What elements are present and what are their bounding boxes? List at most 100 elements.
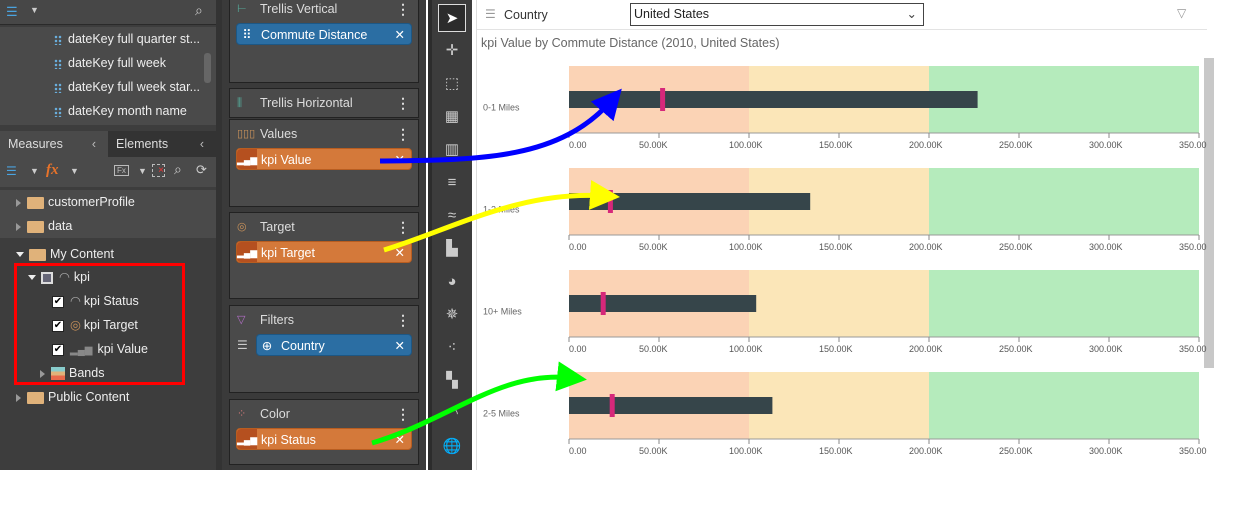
crosshair-select-icon[interactable]: ✛ — [445, 42, 459, 59]
pill-kpi-status[interactable]: ▂▄▆ kpi Status ✕ — [236, 428, 412, 450]
tree-folder-public-content[interactable]: Public Content — [16, 385, 129, 409]
tree-view-icon[interactable]: ☰ — [6, 164, 17, 178]
bar-chart-icon[interactable]: ≡ — [447, 174, 457, 191]
chevron-left-icon[interactable]: ‹ — [91, 137, 96, 151]
tree-item-kpi-value[interactable]: ✔ ▂▄▆ kpi Value — [52, 337, 148, 361]
close-icon[interactable]: ✕ — [394, 339, 405, 353]
globe-folder-icon — [27, 391, 44, 404]
collapse-icon[interactable] — [16, 252, 24, 258]
tree-folder[interactable]: data — [16, 214, 72, 238]
pie-chart-icon[interactable]: ◕ — [447, 273, 457, 290]
grid-chart-icon[interactable]: ▦ — [444, 108, 460, 125]
panel-splitter[interactable] — [216, 0, 222, 470]
map-icon[interactable]: 🌐 — [442, 438, 462, 455]
tree-item-kpi[interactable]: ◠ kpi — [28, 265, 90, 289]
trellis-vertical-icon: ⊢ — [237, 3, 247, 15]
refresh-icon[interactable]: ⟳ — [196, 162, 207, 177]
dropdown-icon[interactable]: ▼ — [30, 5, 39, 15]
tree-item-kpi-target[interactable]: ✔ ◎ kpi Target — [52, 313, 138, 337]
clear-icon[interactable]: × — [152, 164, 165, 177]
filter-applied-icon[interactable]: ▽ — [1177, 6, 1187, 20]
close-icon[interactable]: ✕ — [394, 28, 405, 42]
item-label: kpi Target — [83, 318, 138, 332]
more-icon[interactable]: ⋮ — [396, 312, 410, 328]
target-marker — [607, 190, 613, 213]
more-icon[interactable]: ⋮ — [396, 219, 410, 235]
time-dots-icon — [54, 106, 62, 117]
formula-icon[interactable]: fx — [46, 162, 59, 178]
pill-country[interactable]: ⊕ Country ✕ — [256, 334, 412, 356]
data-browser-panel: ☰ ▼ ⌕ dateKey full quarter st... dateKey… — [0, 0, 216, 470]
zone-title: Values — [260, 127, 298, 141]
tree-folder[interactable]: customerProfile — [16, 190, 135, 214]
tab-elements[interactable]: Elements ‹ — [108, 131, 216, 157]
list-item[interactable]: dateKey full week — [54, 51, 166, 75]
checkbox[interactable]: ✔ — [52, 343, 64, 356]
close-icon[interactable]: ✕ — [394, 433, 405, 447]
lasso-select-icon[interactable]: ⬚ — [444, 75, 460, 92]
chevron-left-icon[interactable]: ‹ — [199, 137, 204, 151]
tree-view-icon[interactable]: ☰ — [6, 4, 18, 19]
scatter-chart-icon[interactable]: ⁖ — [447, 339, 457, 356]
column-chart-icon[interactable]: ▥ — [444, 141, 460, 158]
dropdown-icon[interactable]: ▼ — [138, 166, 147, 176]
x-tick-label: 350.00K — [1179, 344, 1207, 354]
pill-kpi-target[interactable]: ▂▄▆ kpi Target ✕ — [236, 241, 412, 263]
pointer-icon[interactable]: ➤ — [438, 4, 466, 32]
more-icon[interactable]: ⋮ — [396, 95, 410, 111]
folder-icon — [27, 220, 44, 233]
band — [929, 270, 1199, 337]
pill-commute-distance[interactable]: ⠿ Commute Distance ✕ — [236, 23, 412, 45]
tree-item-kpi-status[interactable]: ✔ ◠ kpi Status — [52, 289, 139, 313]
gauge-chart-icon[interactable]: ◠ — [445, 405, 459, 422]
hierarchy-dots-icon — [54, 58, 62, 69]
tab-measures[interactable]: Measures ‹ — [0, 131, 108, 157]
dropdown-icon[interactable]: ▼ — [70, 166, 79, 176]
line-chart-icon[interactable]: ≈ — [447, 207, 457, 224]
checkbox[interactable]: ✔ — [52, 319, 64, 332]
filter-bar: ☰ Country United States ⌄ ▽ — [477, 0, 1207, 30]
zone-title: Filters — [260, 313, 295, 327]
search-icon[interactable]: ⌕ — [195, 2, 203, 18]
x-tick-label: 350.00K — [1179, 242, 1207, 252]
x-tick-label: 150.00K — [819, 242, 853, 252]
expand-icon[interactable] — [16, 393, 21, 402]
list-item[interactable]: dateKey month name — [54, 99, 187, 123]
collapse-icon[interactable] — [28, 275, 36, 281]
expand-icon[interactable] — [40, 369, 45, 378]
folder-label: data — [48, 219, 73, 233]
tree-folder-my-content[interactable]: My Content — [16, 242, 114, 266]
expand-icon[interactable] — [16, 198, 21, 207]
tree-item-bands[interactable]: Bands — [40, 361, 104, 385]
close-icon[interactable]: ✕ — [394, 246, 405, 260]
target-icon: ◎ — [70, 318, 81, 332]
folder-label: Public Content — [48, 390, 130, 404]
tab-label: Measures — [8, 137, 63, 151]
treemap-icon[interactable]: ▚ — [446, 372, 458, 389]
scrollbar[interactable] — [204, 53, 211, 83]
filter-list-icon[interactable]: ☰ — [237, 338, 248, 352]
x-tick-label: 100.00K — [729, 446, 763, 456]
checkbox[interactable]: ✔ — [52, 295, 64, 308]
list-item[interactable]: dateKey full quarter st... — [54, 27, 200, 51]
target-icon: ◎ — [237, 221, 247, 233]
close-icon[interactable]: ✕ — [394, 153, 405, 167]
more-icon[interactable]: ⋮ — [396, 406, 410, 422]
x-tick-label: 200.00K — [909, 140, 943, 150]
item-label: Bands — [69, 366, 105, 380]
custom-formula-icon[interactable]: Fx — [114, 165, 129, 176]
scrollbar[interactable] — [1204, 58, 1214, 368]
dropdown-icon[interactable]: ▼ — [30, 166, 39, 176]
field-toolbar: ☰ ▼ ⌕ — [0, 0, 216, 25]
list-item[interactable]: dateKey full week star... — [54, 75, 200, 99]
more-icon[interactable]: ⋮ — [396, 126, 410, 142]
more-icon[interactable]: ⋮ — [396, 1, 410, 17]
area-chart-icon[interactable]: ▙ — [446, 240, 458, 257]
radar-chart-icon[interactable]: ✵ — [445, 306, 459, 323]
search-icon[interactable]: ⌕ — [174, 161, 182, 177]
partial-checkbox[interactable] — [41, 271, 53, 284]
expand-icon[interactable] — [16, 222, 21, 231]
value-bar — [569, 295, 757, 312]
country-select[interactable]: United States ⌄ — [630, 3, 924, 26]
pill-kpi-value[interactable]: ▂▄▆ kpi Value ✕ — [236, 148, 412, 170]
